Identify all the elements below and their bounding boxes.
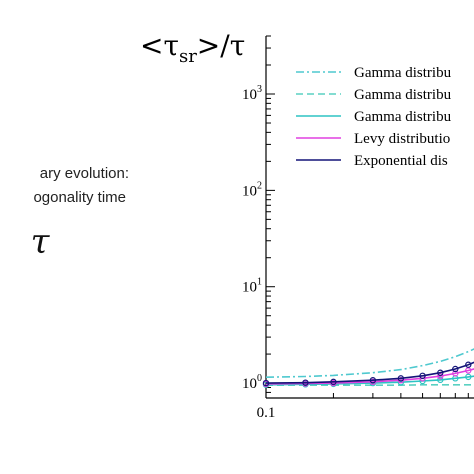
legend-entry: Gamma distribu bbox=[354, 109, 452, 125]
series-point bbox=[330, 378, 337, 386]
chart-title-sub: sr bbox=[179, 46, 197, 67]
x-tick-label: 0.1 bbox=[257, 405, 276, 421]
series-layer bbox=[262, 348, 474, 388]
legend-entry: Gamma distribu bbox=[354, 65, 452, 81]
tau-symbol: τ bbox=[30, 222, 50, 262]
legend-entry: Levy distributio bbox=[354, 131, 450, 147]
series-5 bbox=[262, 361, 474, 387]
chart-title-open: <τ bbox=[140, 29, 179, 62]
series-point bbox=[465, 373, 472, 381]
legend-entry: Gamma distribu bbox=[354, 87, 452, 103]
series-point bbox=[437, 376, 444, 384]
y-tick-label: 103 bbox=[242, 84, 262, 103]
series-line bbox=[265, 348, 474, 378]
legend-entry: Exponential dis bbox=[354, 153, 448, 169]
series-point bbox=[437, 369, 444, 376]
series-point bbox=[437, 372, 444, 380]
series-point bbox=[262, 379, 270, 387]
chart-title-close: >/τ bbox=[197, 29, 245, 62]
series-point bbox=[465, 361, 472, 368]
y-tick-label: 101 bbox=[242, 277, 262, 296]
series-point bbox=[369, 377, 377, 384]
y-tick-label: 100 bbox=[242, 373, 262, 392]
series-point bbox=[397, 375, 405, 382]
series-line bbox=[265, 361, 474, 384]
axes bbox=[265, 36, 474, 399]
series-point bbox=[302, 379, 309, 386]
series-point bbox=[452, 370, 459, 377]
y-tick-label: 102 bbox=[242, 180, 262, 199]
side-text-line-2: ogonality time bbox=[33, 189, 126, 206]
series-point bbox=[419, 372, 426, 379]
series-1 bbox=[265, 348, 474, 378]
series-point bbox=[452, 365, 459, 373]
ticks: 100 101 102 103 0.1 bbox=[242, 35, 469, 421]
legend: Gamma distribu Gamma distribu Gamma distri… bbox=[296, 65, 452, 169]
side-text-line-1: ary evolution: bbox=[39, 165, 129, 182]
chart-title: <τsr>/τ bbox=[140, 29, 245, 67]
